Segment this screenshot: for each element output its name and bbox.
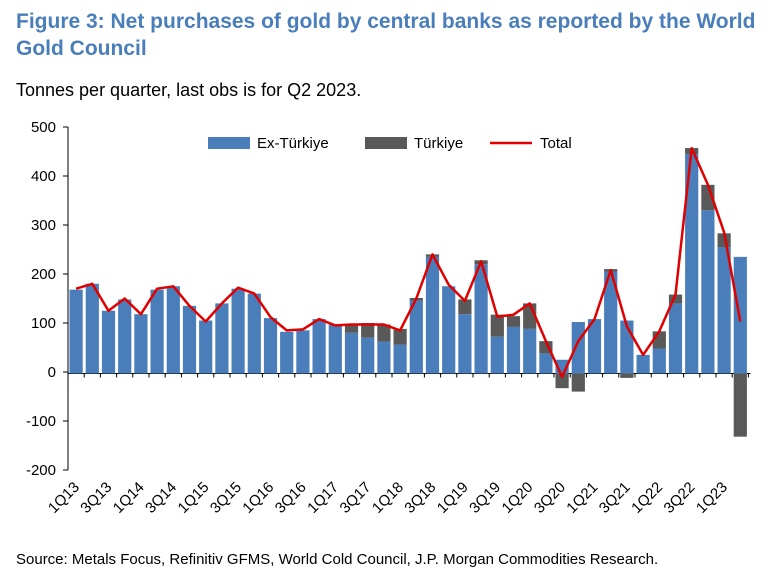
bar-turkiye-1Q19: [458, 299, 472, 315]
bar-ex-turkiye-3Q14: [166, 286, 180, 374]
bar-turkiye-4Q20: [571, 373, 585, 392]
bar-ex-turkiye-2Q21: [604, 271, 618, 374]
chart-subtitle: Tonnes per quarter, last obs is for Q2 2…: [16, 80, 362, 100]
bar-ex-turkiye-1Q23: [717, 247, 731, 374]
bar-ex-turkiye-4Q16: [312, 319, 326, 374]
bar-ex-turkiye-2Q16: [280, 331, 294, 374]
x-tick-label: 3Q13: [77, 479, 115, 517]
bar-turkiye-3Q21: [620, 373, 634, 378]
bar-ex-turkiye-3Q13: [101, 310, 116, 374]
x-tick-label: 3Q18: [401, 479, 439, 517]
x-tick-label: 3Q22: [661, 479, 699, 517]
x-tick-label: 3Q17: [337, 479, 375, 517]
bar-ex-turkiye-2Q20: [539, 353, 553, 374]
x-tick-label: 1Q17: [304, 479, 342, 517]
bar-turkiye-2Q23: [733, 373, 747, 437]
bar-ex-turkiye-1Q15: [199, 320, 213, 374]
bar-ex-turkiye-4Q17: [377, 341, 391, 374]
bar-turkiye-4Q19: [506, 316, 521, 327]
bar-ex-turkiye-4Q13: [118, 299, 132, 374]
bar-ex-turkiye-4Q15: [247, 293, 261, 374]
y-tick-label: -200: [26, 462, 56, 479]
y-tick-label: 0: [48, 364, 56, 381]
x-tick-label: 1Q21: [563, 479, 601, 517]
bar-ex-turkiye-4Q19: [506, 326, 521, 374]
bar-ex-turkiye-2Q17: [344, 332, 359, 374]
x-tick-label: 1Q18: [369, 479, 407, 517]
bar-ex-turkiye-2Q18: [409, 300, 423, 374]
bar-ex-turkiye-1Q20: [523, 328, 537, 374]
bar-ex-turkiye-3Q19: [490, 336, 504, 374]
bar-ex-turkiye-2Q13: [85, 283, 99, 374]
legend-swatch-turkiye: [365, 137, 407, 149]
bar-ex-turkiye-2Q15: [215, 303, 229, 374]
y-axis: 500 400 300 200 100 0 -100 -200: [26, 119, 751, 479]
x-axis: 1Q133Q131Q143Q141Q153Q151Q163Q161Q173Q17…: [45, 479, 731, 517]
legend-label-turkiye: Türkiye: [414, 135, 463, 152]
bar-turkiye-4Q17: [377, 324, 391, 342]
bar-ex-turkiye-4Q18: [442, 286, 456, 374]
legend-label-total: Total: [540, 135, 572, 152]
legend: Ex-Türkiye Türkiye Total: [208, 135, 572, 152]
x-tick-label: 1Q20: [499, 479, 537, 517]
x-tick-label: 3Q21: [596, 479, 634, 517]
x-tick-label: 3Q20: [531, 479, 569, 517]
x-tick-label: 1Q19: [434, 479, 472, 517]
x-tick-label: 1Q13: [45, 479, 83, 517]
x-tick-label: 1Q22: [628, 479, 666, 517]
bar-turkiye-2Q17: [344, 324, 359, 333]
bar-turkiye-3Q20: [555, 373, 569, 389]
bar-turkiye-3Q17: [361, 323, 375, 338]
bar-turkiye-1Q18: [393, 328, 407, 345]
bar-ex-turkiye-4Q14: [182, 305, 197, 374]
chart-title: Figure 3: Net purchases of gold by centr…: [16, 10, 756, 60]
bar-ex-turkiye-4Q22: [701, 210, 715, 374]
bar-ex-turkiye-2Q14: [150, 289, 164, 374]
y-tick-label: 400: [31, 168, 56, 185]
bar-ex-turkiye-3Q18: [425, 256, 440, 374]
total-line: [75, 146, 742, 379]
bar-turkiye-2Q22: [668, 294, 683, 304]
y-tick-label: 500: [31, 119, 56, 136]
legend-swatch-ex-turkiye: [208, 137, 250, 149]
bar-ex-turkiye-3Q17: [361, 337, 375, 374]
x-tick-label: 3Q16: [272, 479, 310, 517]
bar-layer: [69, 148, 747, 437]
bar-turkiye-3Q19: [490, 314, 504, 337]
bar-ex-turkiye-2Q22: [668, 303, 683, 374]
x-tick-label: 3Q14: [142, 479, 180, 517]
bar-ex-turkiye-3Q15: [231, 288, 245, 374]
bar-ex-turkiye-1Q21: [587, 319, 602, 374]
bar-ex-turkiye-1Q13: [69, 289, 83, 374]
bar-ex-turkiye-3Q22: [685, 153, 699, 374]
bar-ex-turkiye-1Q22: [652, 348, 666, 374]
source-note: Source: Metals Focus, Refinitiv GFMS, Wo…: [16, 551, 659, 568]
bar-ex-turkiye-1Q17: [328, 324, 342, 374]
legend-label-ex-turkiye: Ex-Türkiye: [257, 135, 329, 152]
x-tick-label: 1Q23: [693, 479, 731, 517]
x-tick-label: 3Q15: [207, 479, 245, 517]
bar-ex-turkiye-4Q20: [571, 322, 585, 374]
y-tick-label: 300: [31, 217, 56, 234]
bar-ex-turkiye-1Q14: [134, 314, 148, 374]
bar-ex-turkiye-1Q19: [458, 314, 472, 374]
x-tick-label: 1Q15: [175, 479, 213, 517]
x-tick-label: 1Q14: [110, 479, 148, 517]
y-tick-label: -100: [26, 413, 56, 430]
x-tick-label: 3Q19: [466, 479, 504, 517]
y-tick-label: 200: [31, 266, 56, 283]
bar-ex-turkiye-1Q16: [263, 318, 278, 374]
line-layer: [75, 146, 742, 379]
bar-ex-turkiye-3Q16: [296, 330, 310, 374]
bar-ex-turkiye-2Q19: [474, 264, 488, 374]
bar-ex-turkiye-1Q18: [393, 344, 407, 374]
y-tick-label: 100: [31, 315, 56, 332]
x-tick-label: 1Q16: [239, 479, 277, 517]
bar-ex-turkiye-4Q21: [636, 354, 650, 374]
